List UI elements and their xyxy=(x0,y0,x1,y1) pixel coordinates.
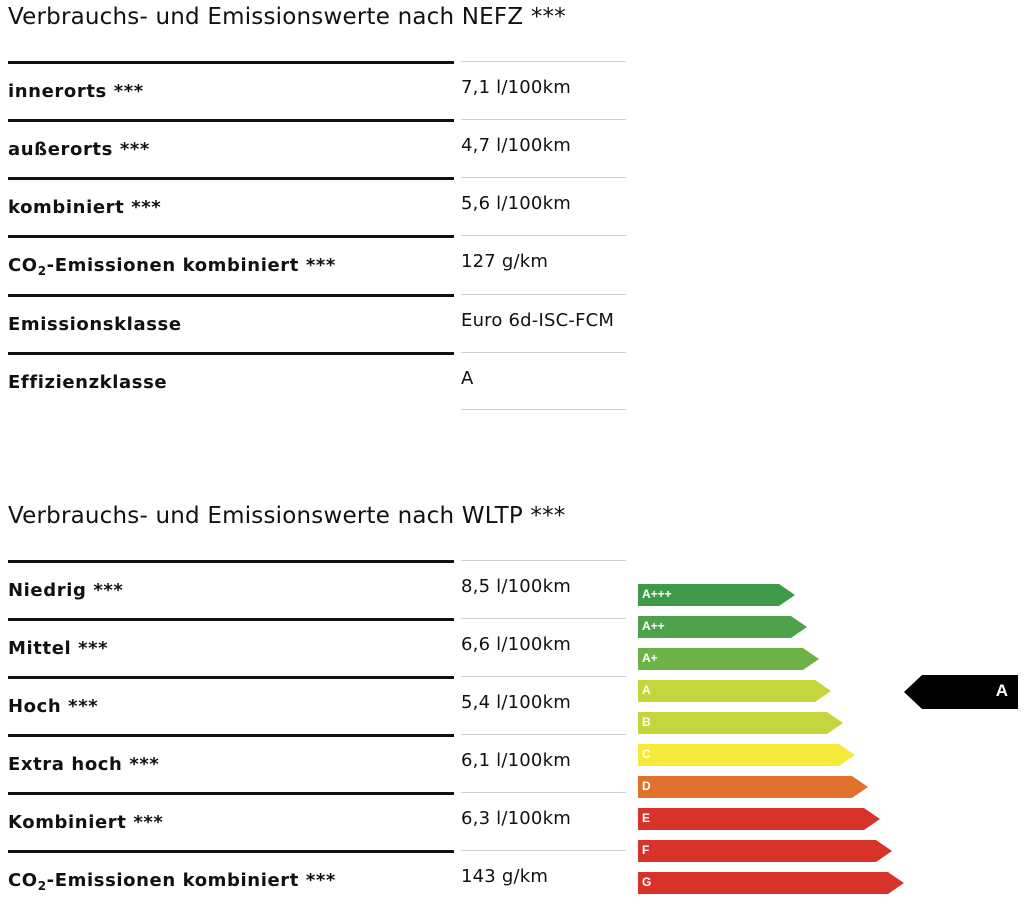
efficiency-class-arrow: F xyxy=(638,840,892,862)
row-label: Extra hoch *** xyxy=(8,754,160,775)
divider xyxy=(8,235,454,238)
class-label: G xyxy=(642,875,652,889)
class-label: D xyxy=(642,779,651,793)
row-value: 8,5 l/100km xyxy=(461,576,571,597)
class-label: F xyxy=(642,843,650,857)
row-value: 5,6 l/100km xyxy=(461,193,571,214)
row-value: 6,3 l/100km xyxy=(461,808,571,829)
wltp-title: Verbrauchs- und Emissionswerte nach WLTP… xyxy=(8,503,566,529)
label-part: -Emissionen kombiniert *** xyxy=(46,870,336,891)
row-label: innerorts *** xyxy=(8,81,144,102)
divider xyxy=(461,734,626,735)
label-part: -Emissionen kombiniert *** xyxy=(46,255,336,276)
table-row: CO2-Emissionen kombiniert *** 143 g/km xyxy=(0,850,640,908)
efficiency-class-arrow: D xyxy=(638,776,868,798)
row-value: 127 g/km xyxy=(461,251,549,272)
divider xyxy=(461,409,626,410)
class-label: A++ xyxy=(642,619,665,633)
divider xyxy=(461,560,626,561)
divider xyxy=(461,294,626,295)
divider xyxy=(8,294,454,297)
efficiency-class-arrow: A xyxy=(638,680,831,702)
class-label: A+ xyxy=(642,651,658,665)
divider xyxy=(461,235,626,236)
row-label: CO2-Emissionen kombiniert *** xyxy=(8,255,336,278)
row-label: CO2-Emissionen kombiniert *** xyxy=(8,870,336,893)
divider xyxy=(8,352,454,355)
row-value: 7,1 l/100km xyxy=(461,77,571,98)
row-value: Euro 6d-ISC-FCM xyxy=(461,310,615,331)
table-row: Hoch *** 5,4 l/100km xyxy=(0,676,640,734)
table-row: Emissionsklasse Euro 6d-ISC-FCM xyxy=(0,294,640,352)
label-subscript: 2 xyxy=(37,264,47,278)
table-row: außerorts *** 4,7 l/100km xyxy=(0,119,640,177)
efficiency-class-arrow: A+++ xyxy=(638,584,795,606)
divider xyxy=(8,734,454,737)
class-label: C xyxy=(642,747,651,761)
divider xyxy=(461,177,626,178)
row-label: Hoch *** xyxy=(8,696,99,717)
nefz-title: Verbrauchs- und Emissionswerte nach NEFZ… xyxy=(8,4,566,30)
efficiency-class-arrow: B xyxy=(638,712,843,734)
class-label: A xyxy=(642,683,651,697)
efficiency-class-arrow: G xyxy=(638,872,904,894)
class-label: B xyxy=(642,715,651,729)
divider xyxy=(8,676,454,679)
table-row: Extra hoch *** 6,1 l/100km xyxy=(0,734,640,792)
row-label: Niedrig *** xyxy=(8,580,124,601)
efficiency-class-arrow: A++ xyxy=(638,616,807,638)
efficiency-class-arrow: C xyxy=(638,744,855,766)
divider xyxy=(8,560,454,563)
row-label: kombiniert *** xyxy=(8,197,162,218)
table-row: kombiniert *** 5,6 l/100km xyxy=(0,177,640,235)
row-label: außerorts *** xyxy=(8,139,150,160)
selected-class-label: A xyxy=(995,681,1008,700)
divider xyxy=(461,850,626,851)
divider xyxy=(8,177,454,180)
divider xyxy=(461,676,626,677)
class-label: E xyxy=(642,811,651,825)
row-value: 5,4 l/100km xyxy=(461,692,571,713)
divider xyxy=(461,352,626,353)
divider xyxy=(8,119,454,122)
row-label: Mittel *** xyxy=(8,638,109,659)
label-part: CO xyxy=(8,255,38,276)
divider xyxy=(461,792,626,793)
divider xyxy=(8,792,454,795)
divider xyxy=(8,850,454,853)
table-row: CO2-Emissionen kombiniert *** 127 g/km xyxy=(0,235,640,293)
divider xyxy=(8,61,454,64)
table-row: Niedrig *** 8,5 l/100km xyxy=(0,560,640,618)
table-row: innerorts *** 7,1 l/100km xyxy=(0,61,640,119)
table-row: Kombiniert *** 6,3 l/100km xyxy=(0,792,640,850)
selected-class-marker: A xyxy=(904,675,1018,709)
label-part: CO xyxy=(8,870,38,891)
row-value: 6,1 l/100km xyxy=(461,750,571,771)
row-label: Emissionsklasse xyxy=(8,314,182,335)
divider xyxy=(461,119,626,120)
efficiency-class-arrow: A+ xyxy=(638,648,819,670)
row-label: Kombiniert *** xyxy=(8,812,164,833)
class-label: A+++ xyxy=(642,587,672,601)
efficiency-class-arrow: E xyxy=(638,808,880,830)
table-row: Effizienzklasse A xyxy=(0,352,640,410)
row-label: Effizienzklasse xyxy=(8,372,168,393)
label-subscript: 2 xyxy=(37,879,47,893)
row-value: 4,7 l/100km xyxy=(461,135,571,156)
divider xyxy=(8,618,454,621)
divider xyxy=(461,61,626,62)
divider xyxy=(461,618,626,619)
table-row: Mittel *** 6,6 l/100km xyxy=(0,618,640,676)
row-value: 143 g/km xyxy=(461,866,549,887)
row-value: 6,6 l/100km xyxy=(461,634,571,655)
row-value: A xyxy=(461,368,474,389)
